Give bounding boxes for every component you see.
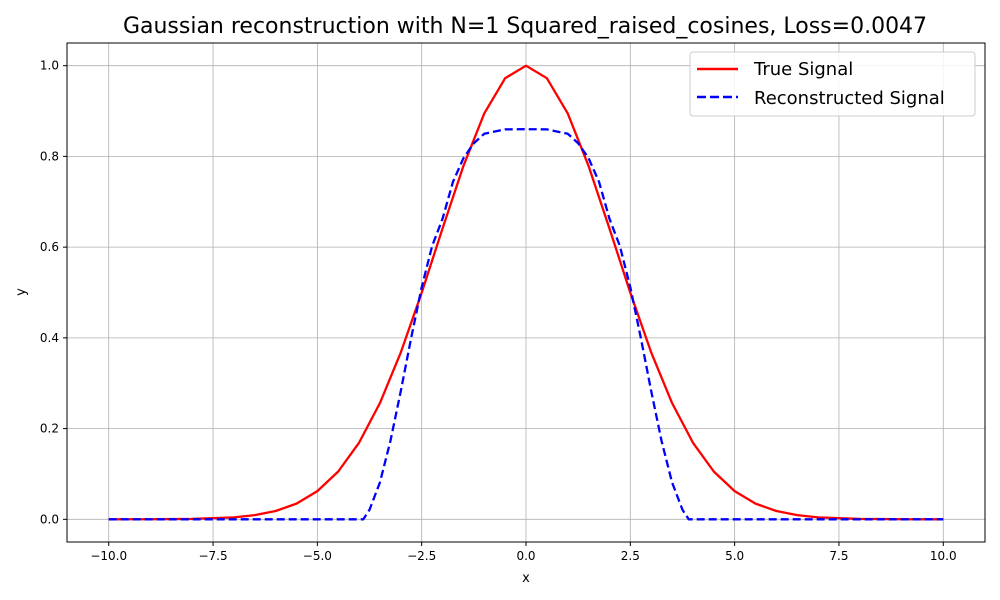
x-tick-label: 7.5 (829, 549, 848, 563)
x-tick-label: −2.5 (407, 549, 436, 563)
x-tick-label: −7.5 (198, 549, 227, 563)
x-tick-label: 2.5 (621, 549, 640, 563)
x-tick-label: −10.0 (90, 549, 127, 563)
legend-label-true-signal: True Signal (753, 59, 853, 80)
true-signal-line (108, 64, 944, 521)
legend-box (689, 51, 976, 117)
chart-title: Gaussian reconstruction with N=1 Squared… (123, 14, 927, 39)
legend-label-reconstructed-signal: Reconstructed Signal (754, 88, 945, 109)
ticks: −10.0 −7.5 −5.0 −2.5 0.0 2.5 5.0 7.5 10.0 0.0 0.2 0… (40, 59, 957, 563)
x-tick-label: 0.0 (516, 549, 535, 563)
legend: True Signal Reconstructed Signal (689, 51, 976, 117)
y-tick-label: 0.8 (40, 149, 59, 163)
y-tick-label: 1.0 (40, 59, 59, 73)
series-lines (108, 64, 944, 521)
reconstructed-signal-line (108, 128, 944, 521)
x-tick-label: 10.0 (930, 549, 957, 563)
y-tick-label: 0.0 (40, 512, 59, 526)
x-axis-label: x (522, 571, 530, 586)
x-tick-label: 5.0 (725, 549, 744, 563)
y-tick-label: 0.2 (40, 422, 59, 436)
y-tick-label: 0.6 (40, 240, 59, 254)
x-tick-label: −5.0 (303, 549, 332, 563)
y-axis-label: y (14, 288, 29, 296)
y-tick-label: 0.4 (40, 331, 59, 345)
